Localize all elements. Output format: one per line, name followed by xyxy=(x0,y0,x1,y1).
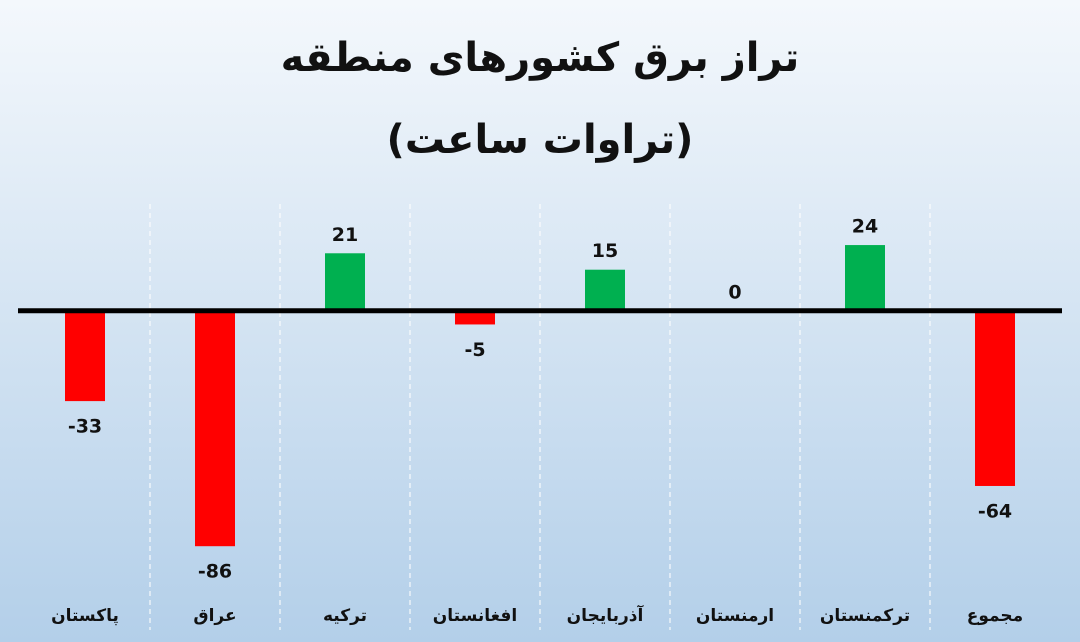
data-label: -86 xyxy=(198,561,232,583)
x-tick-label: مجموع xyxy=(967,606,1023,626)
x-tick-label: ترکمنستان xyxy=(820,606,910,626)
data-label: 24 xyxy=(852,216,878,238)
data-label: -33 xyxy=(68,416,102,438)
x-tick-label: پاکستان xyxy=(51,606,119,626)
bar xyxy=(975,310,1015,486)
bar xyxy=(845,245,885,311)
bar xyxy=(195,310,235,547)
data-label: 21 xyxy=(332,224,358,246)
x-tick-label: ارمنستان xyxy=(696,606,774,626)
bar xyxy=(65,310,105,402)
x-tick-label: ترکیه xyxy=(323,606,367,626)
x-tick-label: افغانستان xyxy=(433,606,517,626)
x-tick-label: عراق xyxy=(193,606,236,626)
bar xyxy=(455,310,495,325)
x-tick-label: آذربایجان xyxy=(567,604,645,626)
data-label: 15 xyxy=(592,240,618,262)
data-label: -64 xyxy=(978,500,1012,522)
chart-subtitle: (تراوات ساعت) xyxy=(387,117,694,163)
data-label: -5 xyxy=(464,339,485,361)
data-label: 0 xyxy=(728,281,741,303)
chart-title: تراز برق کشورهای منطقه xyxy=(281,35,800,81)
bar xyxy=(325,253,365,311)
bar xyxy=(585,269,625,311)
